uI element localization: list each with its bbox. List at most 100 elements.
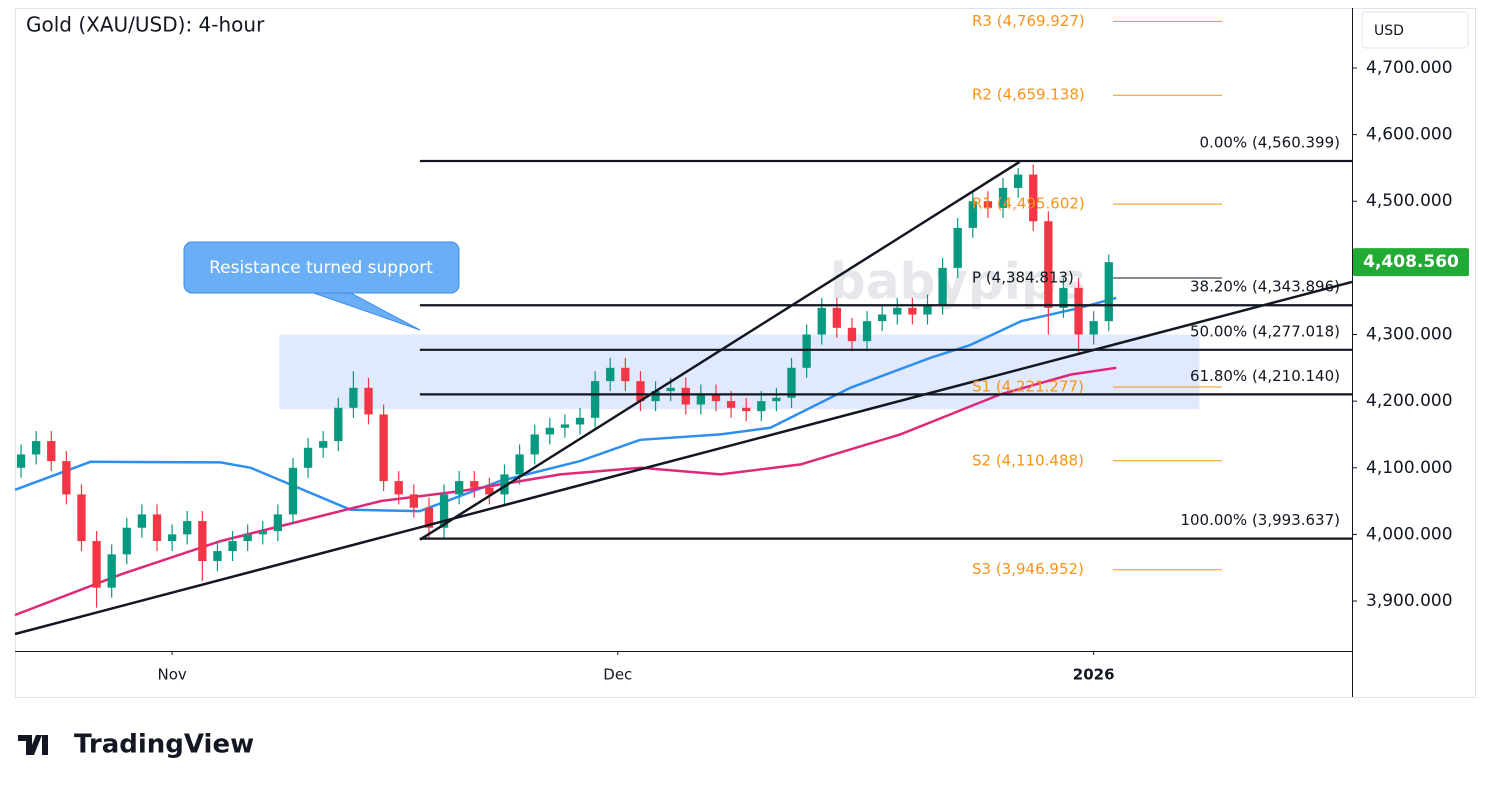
y-tick-label: 3,900.000 bbox=[1366, 591, 1453, 611]
candle-body bbox=[953, 227, 962, 268]
candle-body bbox=[152, 514, 162, 542]
candle-body bbox=[364, 387, 373, 415]
moving-average bbox=[14, 296, 1117, 513]
y-tick-label: 4,200.000 bbox=[1366, 391, 1453, 411]
candle-body bbox=[379, 414, 388, 482]
main-layer: 0.00% (4,560.399) 38.20% (4,343.896) 50.00… bbox=[14, 12, 1353, 636]
x-tick-label: 2026 bbox=[1073, 666, 1115, 684]
candle-body bbox=[832, 307, 841, 328]
candle-body bbox=[122, 527, 131, 555]
currency-box bbox=[1361, 11, 1469, 49]
candle-body bbox=[1104, 262, 1113, 322]
fib-label: 50.00% (4,277.018) bbox=[1190, 322, 1340, 340]
candle-body bbox=[273, 514, 283, 532]
candle-body bbox=[485, 487, 494, 495]
candle-body bbox=[575, 417, 585, 425]
candle-body bbox=[530, 434, 539, 455]
candle-body bbox=[16, 454, 26, 468]
y-tick-label: 4,100.000 bbox=[1366, 458, 1453, 478]
candle-body bbox=[908, 307, 917, 315]
candle-body bbox=[243, 534, 252, 542]
pivot-label: R2 (4,659.138) bbox=[972, 86, 1085, 104]
candle-body bbox=[862, 321, 872, 342]
candle-body bbox=[319, 441, 328, 448]
candle-body bbox=[726, 401, 736, 408]
candle-body bbox=[77, 494, 86, 542]
candle-body bbox=[439, 494, 449, 528]
fib-label: 0.00% (4,560.399) bbox=[1200, 133, 1340, 151]
last-price-label: 4,408.560 bbox=[1363, 252, 1459, 272]
candle-body bbox=[258, 531, 267, 535]
candle-body bbox=[681, 387, 690, 405]
candle-body bbox=[666, 387, 675, 392]
candle-body bbox=[802, 334, 811, 368]
candle-body bbox=[1089, 321, 1098, 335]
candle-body bbox=[1074, 287, 1083, 335]
candle-body bbox=[137, 514, 147, 528]
candle-body bbox=[651, 391, 660, 402]
fib-label: 61.80% (4,210.140) bbox=[1190, 367, 1340, 385]
y-tick-label: 4,300.000 bbox=[1366, 324, 1453, 344]
candle-body bbox=[1059, 287, 1068, 308]
trendline bbox=[14, 280, 1353, 636]
x-tick-label: Dec bbox=[603, 666, 632, 684]
pivot-label: S3 (3,946.952) bbox=[972, 560, 1084, 578]
candle-body bbox=[983, 201, 993, 208]
x-tick-label: Nov bbox=[157, 666, 186, 684]
callout-box bbox=[183, 241, 460, 294]
candle-body bbox=[772, 397, 781, 402]
candle-body bbox=[470, 481, 479, 488]
candle-body bbox=[107, 554, 116, 588]
callout-text: Resistance turned support bbox=[209, 258, 433, 278]
candle-body bbox=[696, 394, 706, 405]
candle-body bbox=[998, 187, 1008, 208]
candle-body bbox=[303, 447, 313, 468]
pivot-label: S2 (4,110.488) bbox=[972, 451, 1084, 469]
candle-body bbox=[711, 394, 721, 402]
candle-body bbox=[606, 367, 615, 382]
candle-body bbox=[923, 304, 932, 315]
candle-body bbox=[334, 407, 343, 442]
candle-body bbox=[742, 407, 751, 412]
pivot-label: R1 (4,495.602) bbox=[972, 195, 1085, 213]
zone-layer bbox=[279, 334, 1200, 410]
candle-body bbox=[31, 441, 41, 455]
candle-body bbox=[183, 521, 192, 535]
pivot-label: S1 (4,221.277) bbox=[972, 377, 1084, 395]
fib-label: 100.00% (3,993.637) bbox=[1180, 511, 1340, 529]
pivot-label: R3 (4,769.927) bbox=[972, 12, 1085, 30]
candle-body bbox=[1029, 174, 1038, 222]
candle-body bbox=[92, 541, 101, 588]
candle-body bbox=[62, 461, 71, 495]
y-tick-label: 4,500.000 bbox=[1366, 191, 1453, 211]
candle-body bbox=[288, 467, 298, 515]
candle-body bbox=[198, 521, 207, 562]
pivot-label: P (4,384.813) bbox=[972, 268, 1074, 286]
candle-body bbox=[409, 494, 418, 508]
candle-body bbox=[47, 441, 56, 462]
footer-text: TradingView bbox=[74, 730, 254, 760]
candle-body bbox=[968, 201, 977, 228]
currency: USD bbox=[1374, 23, 1404, 39]
chart-title: Gold (XAU/USD): 4-hour bbox=[26, 13, 265, 37]
candle-body bbox=[228, 541, 237, 552]
candle-body bbox=[515, 454, 524, 475]
logo-mark bbox=[18, 735, 48, 755]
candle-body bbox=[545, 427, 554, 435]
candle-body bbox=[349, 387, 358, 408]
y-tick-label: 4,700.000 bbox=[1366, 58, 1453, 78]
candle-body bbox=[1044, 221, 1053, 308]
candle-body bbox=[560, 424, 570, 428]
candle-body bbox=[500, 474, 509, 495]
fib-label: 38.20% (4,343.896) bbox=[1190, 278, 1340, 296]
candle-body bbox=[817, 307, 826, 335]
candle-body bbox=[893, 307, 902, 315]
candle-body bbox=[621, 367, 630, 382]
candle-body bbox=[590, 381, 600, 418]
candle-body bbox=[455, 481, 464, 495]
footer-logo: TradingView bbox=[18, 730, 254, 760]
y-tick-label: 4,000.000 bbox=[1366, 524, 1453, 544]
candle-body bbox=[424, 507, 434, 528]
